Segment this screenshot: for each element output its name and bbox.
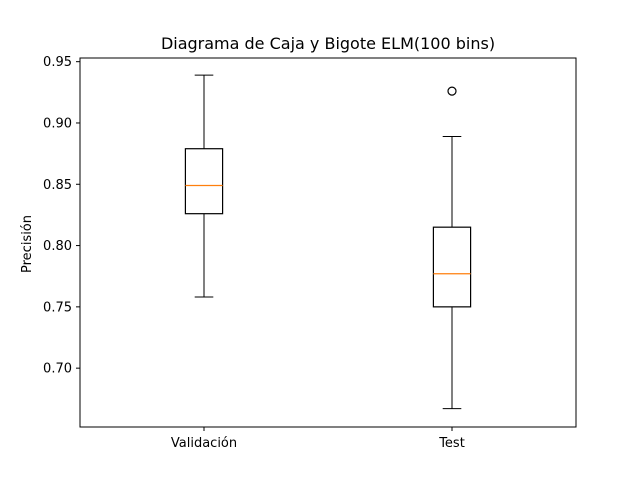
y-tick-label: 0.85 [43,178,72,193]
chart-title: Diagrama de Caja y Bigote ELM(100 bins) [161,34,495,53]
y-tick-label: 0.80 [43,239,72,254]
box-iqr [184,148,224,215]
y-tick-label: 0.70 [43,362,72,377]
x-tick-label: Test [438,436,465,451]
y-tick-label: 0.90 [43,116,72,131]
plot-area: 0.70 0.75 0.80 0.85 0.90 0.95 Validación Test [43,55,577,451]
x-tick-label: Validación [171,436,237,451]
y-axis-label: Precisión [20,215,35,273]
y-tick-label: 0.95 [43,55,72,70]
box-outlier-point [447,86,457,96]
box-iqr [432,226,472,308]
plot-frame [79,57,577,428]
y-tick-label: 0.75 [43,300,72,315]
